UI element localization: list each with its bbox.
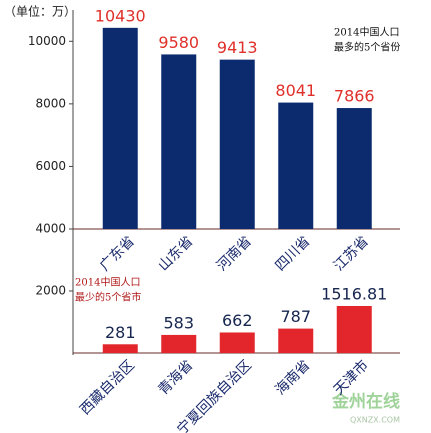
- y-axis-label: （单位：万）: [4, 4, 76, 19]
- bar: [278, 328, 314, 353]
- y-tick-label: 8000: [35, 96, 66, 110]
- bar: [161, 54, 197, 229]
- value-label: 10430: [95, 6, 146, 25]
- x-tick-label: 海南省: [272, 357, 313, 398]
- bar: [102, 27, 138, 230]
- value-label: 281: [105, 323, 136, 342]
- x-tick-label: 河南省: [214, 233, 255, 274]
- annotation: 最少的5个省市: [75, 291, 141, 304]
- value-label: 583: [163, 313, 194, 332]
- watermark-url: QXNZX.COM: [350, 416, 400, 425]
- value-label: 9580: [158, 33, 199, 52]
- bar: [336, 305, 372, 353]
- bar: [336, 108, 372, 229]
- bar: [219, 332, 255, 353]
- bar: [102, 344, 138, 353]
- x-tick-label: 西藏自治区: [77, 357, 138, 418]
- x-tick-label: 江苏省: [331, 233, 372, 274]
- y-tick-label: 2000: [35, 284, 66, 298]
- bar: [219, 59, 255, 230]
- value-label: 9413: [217, 38, 258, 57]
- bar: [278, 102, 314, 229]
- bar: [161, 334, 197, 353]
- x-tick-label: 四川省: [272, 233, 313, 274]
- annotation: 2014中国人口: [334, 26, 399, 39]
- x-tick-label: 广东省: [97, 233, 138, 274]
- value-label: 662: [222, 311, 253, 330]
- value-label: 1516.81: [321, 284, 387, 303]
- value-label: 7866: [334, 87, 375, 106]
- y-tick-label: 4000: [35, 222, 66, 236]
- watermark: 金州在线: [331, 391, 400, 412]
- annotation: 最多的5个省份: [334, 41, 400, 54]
- x-tick-label: 山东省: [155, 233, 196, 274]
- annotation: 2014中国人口: [75, 276, 140, 289]
- x-tick-label: 青海省: [155, 357, 196, 398]
- y-tick-label: 6000: [35, 159, 66, 173]
- value-label: 8041: [275, 81, 316, 100]
- value-label: 787: [280, 307, 311, 326]
- y-tick-label: 10000: [28, 34, 66, 48]
